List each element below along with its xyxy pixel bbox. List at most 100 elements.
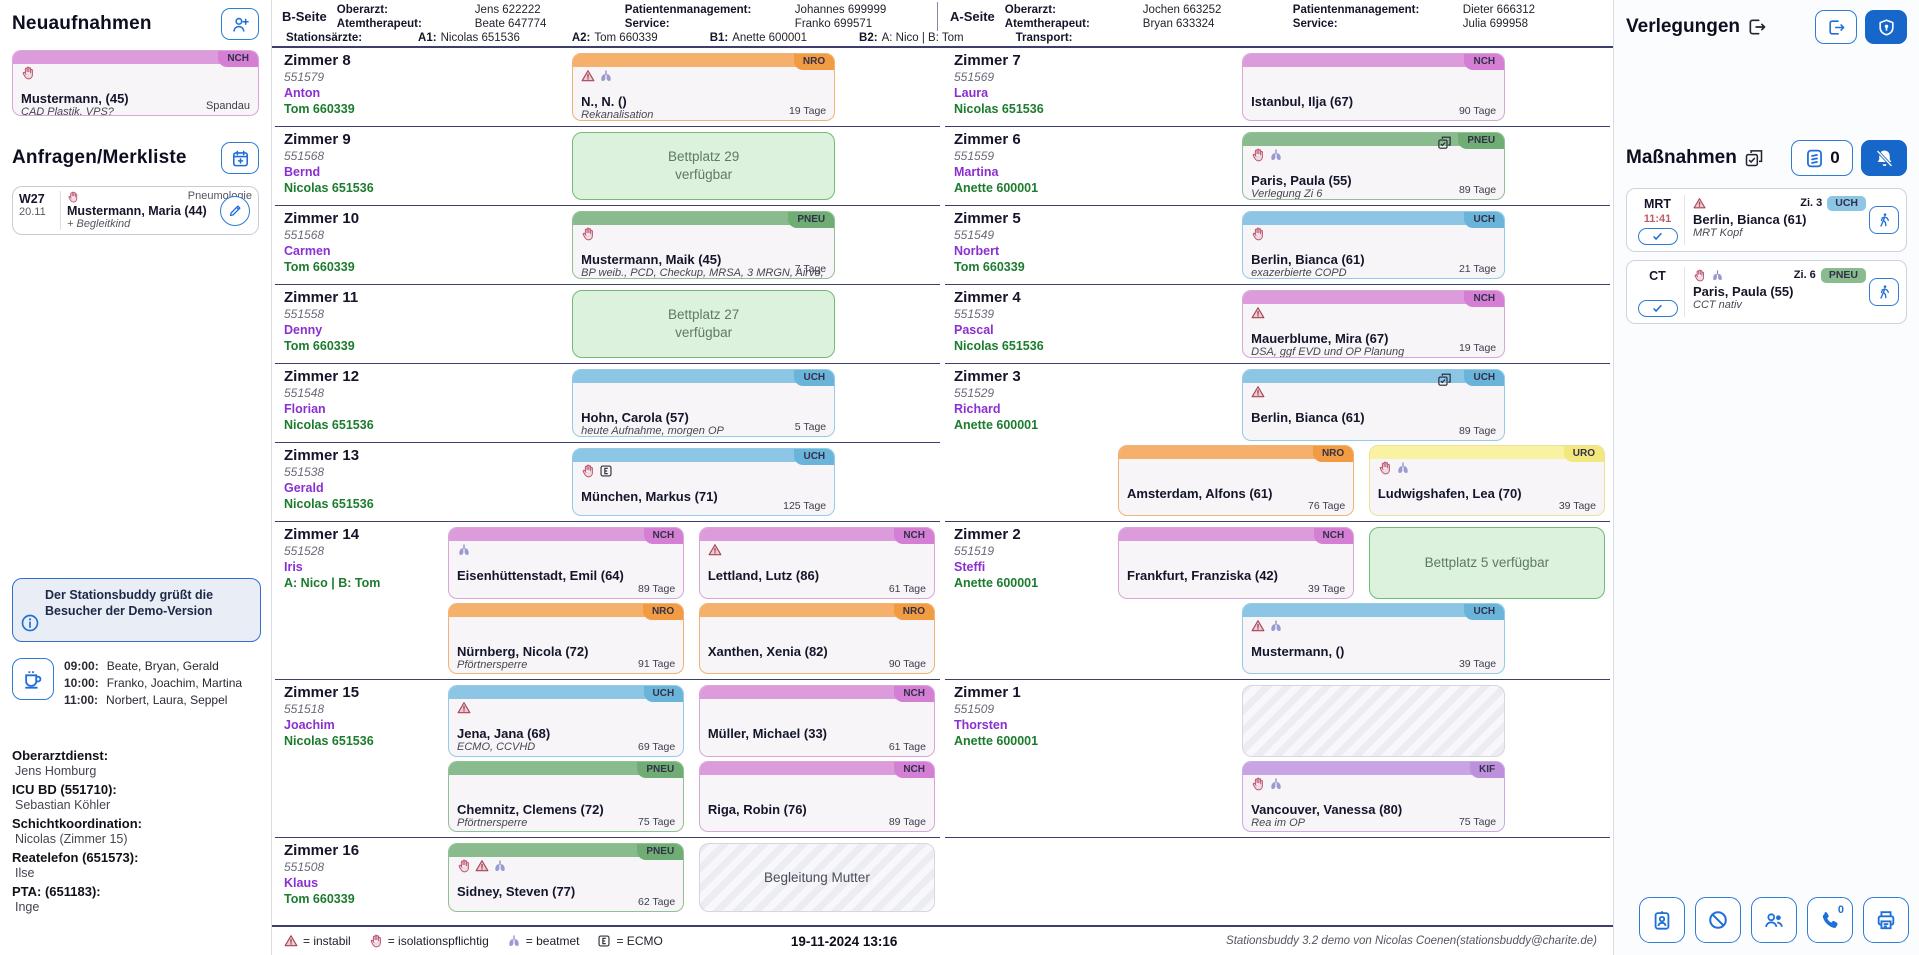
edit-request-button[interactable] — [220, 195, 250, 226]
room-station-number: 551518 — [284, 702, 325, 716]
coffee-break-button[interactable] — [12, 658, 54, 700]
patient-name: Riga, Robin (76) — [707, 802, 807, 817]
patient-card[interactable]: UCH Hohn, Carola (57) heute Aufnahme, morg… — [572, 369, 836, 437]
measure-modality-block: MRT 11:41 — [1631, 195, 1685, 245]
id-badge-button[interactable] — [1639, 897, 1685, 943]
patient-card[interactable]: NCH Eisenhüttenstadt, Emil (64) 89 Tage — [448, 527, 685, 599]
header-label: Patientenmanagement: — [624, 3, 752, 16]
patient-card[interactable]: KIF Vancouver, Vanessa (80) Rea im OP 75 Ta… — [1242, 760, 1506, 832]
card-row: NRO N., N. () Rekanalisation 19 Tage — [448, 51, 935, 123]
people-icon — [1763, 909, 1785, 931]
patient-icons — [1251, 777, 1283, 791]
duty-label: Oberarztdienst: — [12, 748, 109, 763]
patient-days: 75 Tage — [1458, 816, 1497, 828]
legend-item: = ECMO — [597, 934, 663, 948]
transport-walk-button[interactable] — [1869, 206, 1899, 234]
transport-walk-button[interactable] — [1869, 278, 1899, 306]
patient-name: Sidney, Steven (77) — [457, 885, 576, 899]
card-row: UCH München, Markus (71) 125 Tage — [448, 446, 935, 518]
patient-card[interactable]: NRO Nürnberg, Nicola (72) Pförtnersperre 91… — [448, 602, 685, 674]
room-nurse: Florian — [284, 402, 326, 416]
patient-card[interactable]: NCH Mauerblume, Mira (67) DSA, ggf EVD und… — [1242, 290, 1506, 358]
add-request-button[interactable] — [221, 142, 259, 174]
free-bed[interactable]: Bettplatz 5 verfügbar — [1368, 527, 1605, 599]
current-datetime: 19-11-2024 13:16 — [790, 933, 898, 949]
specialty-bar — [1119, 445, 1354, 459]
patient-card[interactable]: NCH Frankfurt, Franziska (42) 39 Tage — [1118, 527, 1355, 599]
anfragen-title: Anfragen/Merkliste — [12, 147, 187, 168]
patient-card[interactable]: URO Ludwigshafen, Lea (70) 39 Tage — [1368, 444, 1605, 516]
free-bed[interactable]: Bettplatz 29 verfügbar — [572, 132, 836, 200]
beatmet-icon — [1269, 619, 1283, 633]
room-station-number: 551579 — [284, 70, 325, 84]
patient-card[interactable]: PNEU Sidney, Steven (77) 62 Tage — [448, 843, 685, 912]
phone-button[interactable]: 0 — [1807, 897, 1853, 943]
specialty-badge: NCH — [1313, 528, 1354, 544]
specialty-badge: UCH — [1464, 212, 1505, 228]
patient-card[interactable]: NCH Lettland, Lutz (86) 61 Tage — [698, 527, 935, 599]
export-transfers-button[interactable] — [1815, 10, 1857, 44]
patient-name: Xanthen, Xenia (82) — [707, 644, 828, 659]
mute-notifications-button[interactable] — [1861, 140, 1907, 176]
shield-button[interactable] — [1865, 10, 1907, 44]
patient-card[interactable]: PNEU Chemnitz, Clemens (72) Pförtnersperre… — [448, 760, 685, 832]
measure-note: MRT Kopf — [1693, 227, 1743, 239]
isolation-icon — [1251, 777, 1265, 791]
admission-card[interactable]: NCH Mustermann, (45) CAD Plastik, VPS? S… — [12, 50, 259, 116]
instabil-icon — [708, 543, 722, 557]
header-value: Franko 699571 — [794, 17, 873, 30]
measure-done-toggle[interactable] — [1637, 228, 1678, 245]
room-row: Zimmer 12 551548 Florian Nicolas 651536 UCH H… — [275, 364, 940, 443]
measure-room: Zi. 3 — [1800, 197, 1823, 209]
measure-card[interactable]: CT Zi. 6 PNEU Paris, Paula (55) CCT nativ — [1626, 260, 1907, 324]
room-station-number: 551569 — [954, 70, 995, 84]
room-name: Zimmer 13 — [284, 447, 360, 464]
specialty-bar — [449, 603, 684, 617]
walk-icon — [1876, 212, 1892, 228]
patient-name: Paris, Paula (55) — [1693, 284, 1794, 299]
walk-icon — [1876, 284, 1892, 300]
request-card[interactable]: W27 20.11 Pneumologie Mustermann, Maria … — [12, 186, 259, 235]
measure-details: Zi. 6 PNEU Paris, Paula (55) CCT nativ — [1693, 267, 1900, 317]
patient-card[interactable]: UCH Berlin, Bianca (61) 89 Tage — [1242, 369, 1506, 441]
measure-card[interactable]: MRT 11:41 Zi. 3 UCH Berlin, Bianca (61) MRT K… — [1626, 188, 1907, 252]
patient-card[interactable]: PNEU Paris, Paula (55) Verlegung Zi 6 89 Ta… — [1242, 132, 1506, 200]
specialty-bar — [573, 370, 835, 383]
specialty-badge: NCH — [894, 686, 934, 702]
room-cards: UCH Berlin, Bianca (61) 89 Tage NRO Amsterda… — [1118, 367, 1605, 518]
massnahmen-title: Maßnahmen — [1626, 147, 1764, 169]
patient-card[interactable]: UCH Mustermann, () 39 Tage — [1242, 602, 1506, 674]
legend-text: = instabil — [303, 934, 351, 948]
free-bed[interactable]: Bettplatz 27 verfügbar — [572, 290, 836, 358]
room-row: Zimmer 2 551519 Steffi Anette 600001 NCH Fran… — [945, 522, 1610, 680]
patient-card[interactable]: NRO Amsterdam, Alfons (61) 76 Tage — [1118, 444, 1355, 516]
measure-done-toggle[interactable] — [1637, 300, 1678, 317]
specialty-bar — [1243, 54, 1505, 67]
patient-card[interactable]: NRO Xanthen, Xenia (82) 90 Tage — [698, 602, 935, 674]
printer-button[interactable] — [1863, 897, 1909, 943]
patient-card[interactable]: NRO N., N. () Rekanalisation 19 Tage — [572, 53, 836, 121]
room-station-number: 551508 — [284, 860, 325, 874]
patient-card[interactable]: UCH Berlin, Bianca (61) exazerbierte COPD 2… — [1242, 211, 1506, 279]
ward-board: B-Seite Oberarzt: Jens 622222 Patientenman… — [272, 0, 1613, 955]
patient-note: Pförtnersperre — [457, 816, 528, 829]
patient-card[interactable]: NCH Riga, Robin (76) 89 Tage — [698, 760, 935, 832]
patient-card[interactable]: NCH Istanbul, Ilja (67) 90 Tage — [1242, 53, 1506, 121]
block-button[interactable] — [1695, 897, 1741, 943]
patient-name: Ludwigshafen, Lea (70) — [1377, 486, 1522, 501]
patient-card[interactable]: NCH Müller, Michael (33) 61 Tage — [698, 685, 935, 757]
patient-name: Mustermann, (45) — [21, 92, 129, 106]
patient-days: 75 Tage — [638, 816, 676, 828]
patient-card[interactable]: UCH München, Markus (71) 125 Tage — [572, 448, 836, 516]
bed-count-button[interactable]: 0 — [1791, 140, 1853, 176]
patient-card[interactable]: PNEU Mustermann, Maik (45) BP weib., PCD, … — [572, 211, 836, 279]
patient-card[interactable]: UCH Jena, Jana (68) ECMO, CCVHD 69 Tage — [448, 685, 685, 757]
room-doctor: Tom 660339 — [284, 892, 355, 906]
break-times-list: 09:00: Beate, Bryan, Gerald 10:00: Franko, … — [64, 658, 242, 709]
patient-note: Verlegung Zi 6 — [1251, 188, 1323, 200]
measure-modality-block: CT — [1631, 267, 1685, 317]
specialty-badge: URO — [1563, 445, 1604, 462]
add-admission-button[interactable] — [221, 8, 259, 40]
people-button[interactable] — [1751, 897, 1797, 943]
request-week: W27 — [19, 192, 45, 206]
